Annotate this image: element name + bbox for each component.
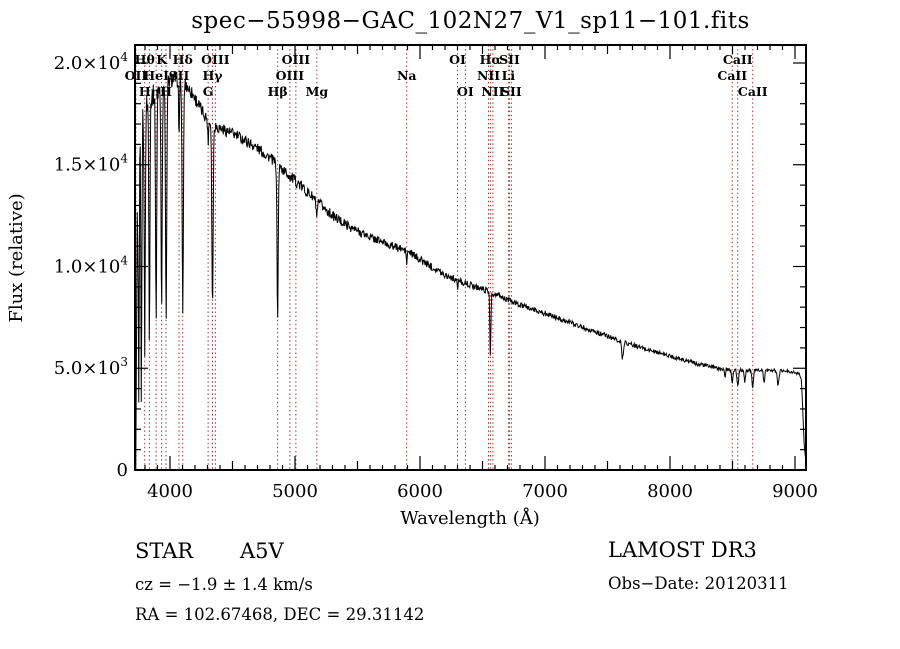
spectral-line-label: Hα: [480, 52, 502, 67]
x-axis-title: Wavelength (Å): [400, 507, 540, 529]
spectral-line-label: K: [156, 52, 168, 67]
spectral-line-label: Mg: [306, 84, 329, 99]
cz-text: cz = −1.9 ± 1.4 km/s: [135, 575, 313, 594]
object-subclass-text: A5V: [239, 539, 285, 563]
spectral-line-label: OII: [125, 68, 148, 83]
spectral-line-label: SII: [169, 68, 190, 83]
spectral-line-label: G: [203, 84, 214, 99]
spectral-line-markers-group: [135, 45, 754, 470]
obs-date-text: Obs−Date: 20120311: [608, 574, 789, 593]
spectral-line-label: CaII: [717, 68, 747, 83]
spectral-line-label: NII: [481, 84, 504, 99]
spectral-line-label: H: [160, 84, 172, 99]
spectral-line-label: CaII: [723, 52, 753, 67]
plot-border: [134, 44, 807, 471]
x-tick-label: 8000: [647, 481, 693, 502]
x-tick-label: 9000: [772, 481, 818, 502]
spectral-line-label: HeI: [143, 68, 169, 83]
y-tick-label: 1.5×104: [54, 152, 129, 176]
spectral-line-label: Hβ: [268, 84, 288, 99]
spectral-line-label: OIII: [282, 52, 311, 67]
spectrum-curve-group: [135, 70, 806, 470]
spectral-line-label: OIII: [276, 68, 305, 83]
x-tick-label: 6000: [397, 481, 443, 502]
plot-title: spec−55998−GAC_102N27_V1_sp11−101.fits: [191, 8, 750, 34]
y-axis-title: Flux (relative): [6, 193, 27, 322]
spectral-line-label: Li: [502, 68, 516, 83]
x-tick-label: 7000: [522, 481, 568, 502]
y-tick-label: 5.0×103: [54, 355, 128, 379]
spectrum-curve: [135, 70, 806, 470]
y-tick-label: 2.0×104: [54, 50, 129, 74]
survey-text: LAMOST DR3: [608, 538, 757, 562]
spectral-line-label: SII: [499, 52, 520, 67]
ra-dec-text: RA = 102.67468, DEC = 29.31142: [135, 605, 424, 624]
spectral-line-labels-group: OIIHθHηHeIKHSIIHδGHγOIIIHβOIIIOIIIMgNaOI…: [125, 52, 768, 99]
spectral-line-label: Hθ: [135, 52, 155, 67]
spectral-line-label: Hδ: [173, 52, 193, 67]
spectral-line-label: CaII: [738, 84, 768, 99]
spectral-line-label: Hγ: [202, 68, 223, 83]
object-class-text: STAR: [135, 539, 194, 563]
spectral-line-label: Na: [397, 68, 417, 83]
spectral-line-label: OI: [457, 84, 474, 99]
x-tick-label: 4000: [147, 481, 193, 502]
spectral-line-label: NII: [477, 68, 500, 83]
x-tick-label: 5000: [272, 481, 318, 502]
spectral-line-label: OI: [449, 52, 466, 67]
spectral-line-label: SII: [501, 84, 522, 99]
spectral-line-label: Hη: [139, 84, 160, 99]
y-tick-label: 1.0×104: [54, 253, 129, 277]
axes-group: 4000 5000 6000 7000 8000 9000 0 5.0×103 1.0×104 1…: [54, 44, 818, 502]
y-tick-label: 0: [117, 460, 128, 481]
spectral-line-label: OIII: [201, 52, 230, 67]
